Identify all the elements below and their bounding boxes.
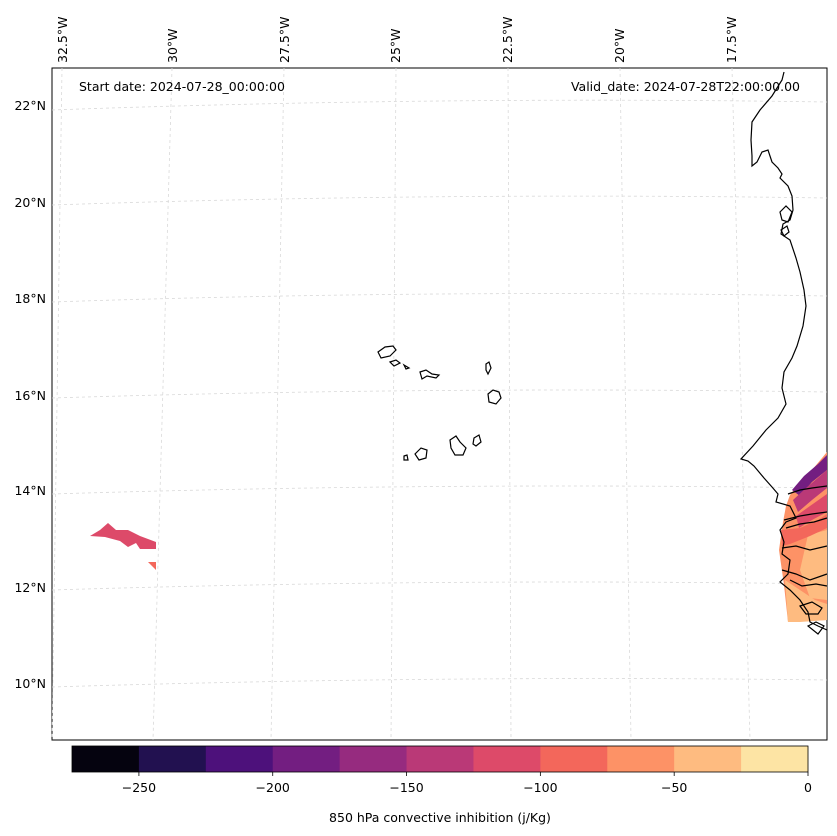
lon-tick-label: 30°W [165,28,180,63]
colorbar-swatches [72,746,809,772]
colorbar-swatch [205,746,274,772]
lat-tick-label: 18°N [14,291,46,306]
cabo-verde-islands [377,345,502,461]
valid-date-label: Valid_date: 2024-07-28T22:00:00.00 [571,79,800,94]
colorbar-tick-label: −250 [122,780,156,795]
colorbar-swatch [339,746,408,772]
lon-tick-label: 17.5°W [724,17,739,63]
coastline [739,71,828,635]
lon-tick-label: 25°W [388,28,403,63]
colorbar-swatch [741,746,809,772]
longitude-ticks: 32.5°W 30°W 27.5°W 25°W 22.5°W 20°W 17.5… [55,17,739,63]
lon-tick-label: 27.5°W [277,17,292,63]
lon-tick-label: 32.5°W [55,17,70,63]
lat-tick-label: 22°N [14,98,46,113]
colorbar-swatch [540,746,608,772]
colorbar-swatch [138,746,207,772]
colorbar-swatch [473,746,541,772]
latitude-ticks: 22°N 20°N 18°N 16°N 14°N 12°N 10°N [14,98,46,691]
colorbar-tick-label: 0 [804,780,812,795]
colorbar-label: 850 hPa convective inhibition (j/Kg) [329,810,551,825]
colorbar-tick-label: −150 [389,780,423,795]
lat-tick-label: 20°N [14,195,46,210]
colorbar-ticks: −250 −200 −150 −100 −50 0 [122,772,812,795]
colorbar-tick-label: −200 [256,780,290,795]
colorbar-swatch [406,746,474,772]
colorbar-tick-label: −100 [523,780,557,795]
cin-field-coast [779,452,827,622]
colorbar-swatch [607,746,675,772]
start-date-label: Start date: 2024-07-28_00:00:00 [79,79,285,94]
colorbar-frame [71,745,809,773]
colorbar: −250 −200 −150 −100 −50 0 850 hPa convective … [71,745,812,825]
map-panel: Start date: 2024-07-28_00:00:00 Valid_da… [51,67,828,741]
colorbar-swatch [272,746,341,772]
lat-tick-label: 16°N [14,388,46,403]
colorbar-tick-label: −50 [661,780,687,795]
lat-tick-label: 10°N [14,676,46,691]
cin-field-offshore [90,523,156,570]
lat-tick-label: 14°N [14,483,46,498]
lat-tick-label: 12°N [14,580,46,595]
lon-tick-label: 20°W [612,28,627,63]
colorbar-swatch [674,746,742,772]
lon-tick-label: 22.5°W [500,17,515,63]
graticule [51,67,828,741]
colorbar-swatch [72,746,140,772]
map-frame [51,67,828,741]
